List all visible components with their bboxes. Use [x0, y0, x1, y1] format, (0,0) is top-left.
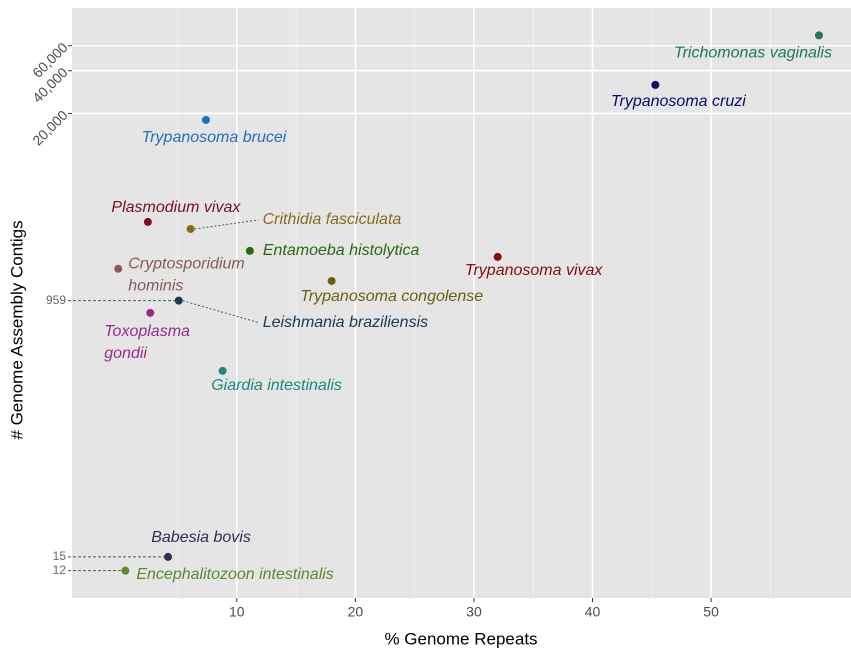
point [114, 264, 123, 273]
point-label: Trichomonas vaginalis [674, 45, 832, 62]
point-label: Trypanosoma congolense [300, 288, 483, 305]
point-label: Entamoeba histolytica [263, 242, 420, 259]
marks: Trichomonas vaginalis Trypanosoma cruzi Tr… [104, 31, 832, 583]
point [218, 366, 227, 375]
point [164, 552, 173, 561]
point-label: Plasmodium vivax [111, 199, 241, 216]
point [814, 31, 823, 40]
point [245, 246, 254, 255]
point [327, 276, 336, 285]
y-axis-title: # Genome Assembly Contigs [7, 220, 26, 439]
plot-background [72, 8, 851, 598]
x-axis-title: % Genome Repeats [384, 629, 537, 648]
point [143, 217, 152, 226]
x-tick-label: 40 [585, 604, 601, 620]
point-label: Cryptosporidium hominis [128, 256, 244, 295]
point-label: Encephalitozoon intestinalis [136, 566, 333, 583]
highlight-tick-label: 15 [53, 549, 67, 563]
point-label: Trypanosoma vivax [465, 262, 604, 279]
point-label: Babesia bovis [151, 529, 251, 546]
y-tick-label: 20,000 [29, 107, 71, 149]
point [493, 252, 502, 261]
point-label: Crithidia fasciculata [263, 211, 402, 228]
point [121, 566, 130, 575]
point-label: Trypanosoma brucei [142, 129, 287, 146]
label-leader [182, 300, 259, 324]
point-label: Leishmania braziliensis [263, 314, 428, 331]
x-tick-label: 50 [703, 604, 719, 620]
highlight-tick-label: 959 [46, 293, 66, 307]
grid [72, 8, 851, 598]
point [651, 80, 660, 89]
point [201, 115, 210, 124]
x-tick-label: 30 [466, 604, 482, 620]
x-tick-label: 20 [348, 604, 364, 620]
point [186, 224, 195, 233]
point-label: Giardia intestinalis [211, 377, 342, 394]
highlight-tick-label: 12 [53, 563, 67, 577]
x-tick-label: 10 [229, 604, 245, 620]
point-label: Toxoplasma gondii [104, 323, 190, 362]
label-leader [194, 219, 259, 230]
point [146, 308, 155, 317]
point [174, 296, 183, 305]
point-label: Trypanosoma cruzi [611, 93, 746, 110]
